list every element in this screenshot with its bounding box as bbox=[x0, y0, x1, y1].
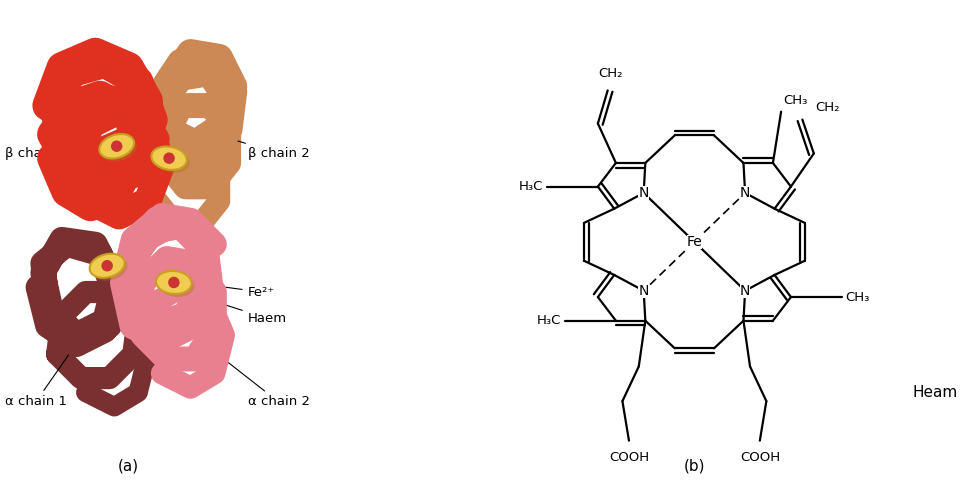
Text: N: N bbox=[639, 186, 649, 200]
Ellipse shape bbox=[99, 134, 134, 158]
Text: COOH: COOH bbox=[608, 451, 649, 464]
Text: H₃C: H₃C bbox=[537, 314, 561, 327]
Text: Haem: Haem bbox=[173, 288, 287, 325]
Ellipse shape bbox=[155, 149, 190, 173]
Text: N: N bbox=[639, 284, 649, 298]
Ellipse shape bbox=[102, 137, 137, 161]
Ellipse shape bbox=[152, 146, 187, 170]
Text: (b): (b) bbox=[683, 459, 705, 474]
Text: β chain 1: β chain 1 bbox=[5, 126, 88, 160]
Ellipse shape bbox=[89, 253, 124, 278]
Circle shape bbox=[168, 277, 180, 288]
Ellipse shape bbox=[158, 274, 194, 297]
Text: N: N bbox=[740, 284, 750, 298]
Text: (a): (a) bbox=[118, 459, 139, 474]
Text: α chain 2: α chain 2 bbox=[183, 327, 310, 408]
Text: β chain 2: β chain 2 bbox=[203, 130, 309, 160]
Text: CH₃: CH₃ bbox=[783, 94, 808, 107]
Circle shape bbox=[163, 152, 175, 164]
Text: COOH: COOH bbox=[740, 451, 780, 464]
Ellipse shape bbox=[92, 256, 127, 280]
Text: α chain 1: α chain 1 bbox=[5, 333, 85, 408]
Circle shape bbox=[111, 140, 122, 152]
Text: N: N bbox=[740, 186, 750, 200]
Text: H₃C: H₃C bbox=[519, 180, 543, 193]
Text: CH₂: CH₂ bbox=[598, 67, 622, 80]
Text: Fe²⁺: Fe²⁺ bbox=[175, 280, 275, 298]
Text: Fe: Fe bbox=[686, 235, 703, 249]
Text: CH₂: CH₂ bbox=[815, 101, 839, 114]
Text: CH₃: CH₃ bbox=[846, 290, 870, 304]
Ellipse shape bbox=[156, 271, 191, 294]
Text: Heam: Heam bbox=[913, 385, 957, 400]
Circle shape bbox=[101, 260, 113, 271]
